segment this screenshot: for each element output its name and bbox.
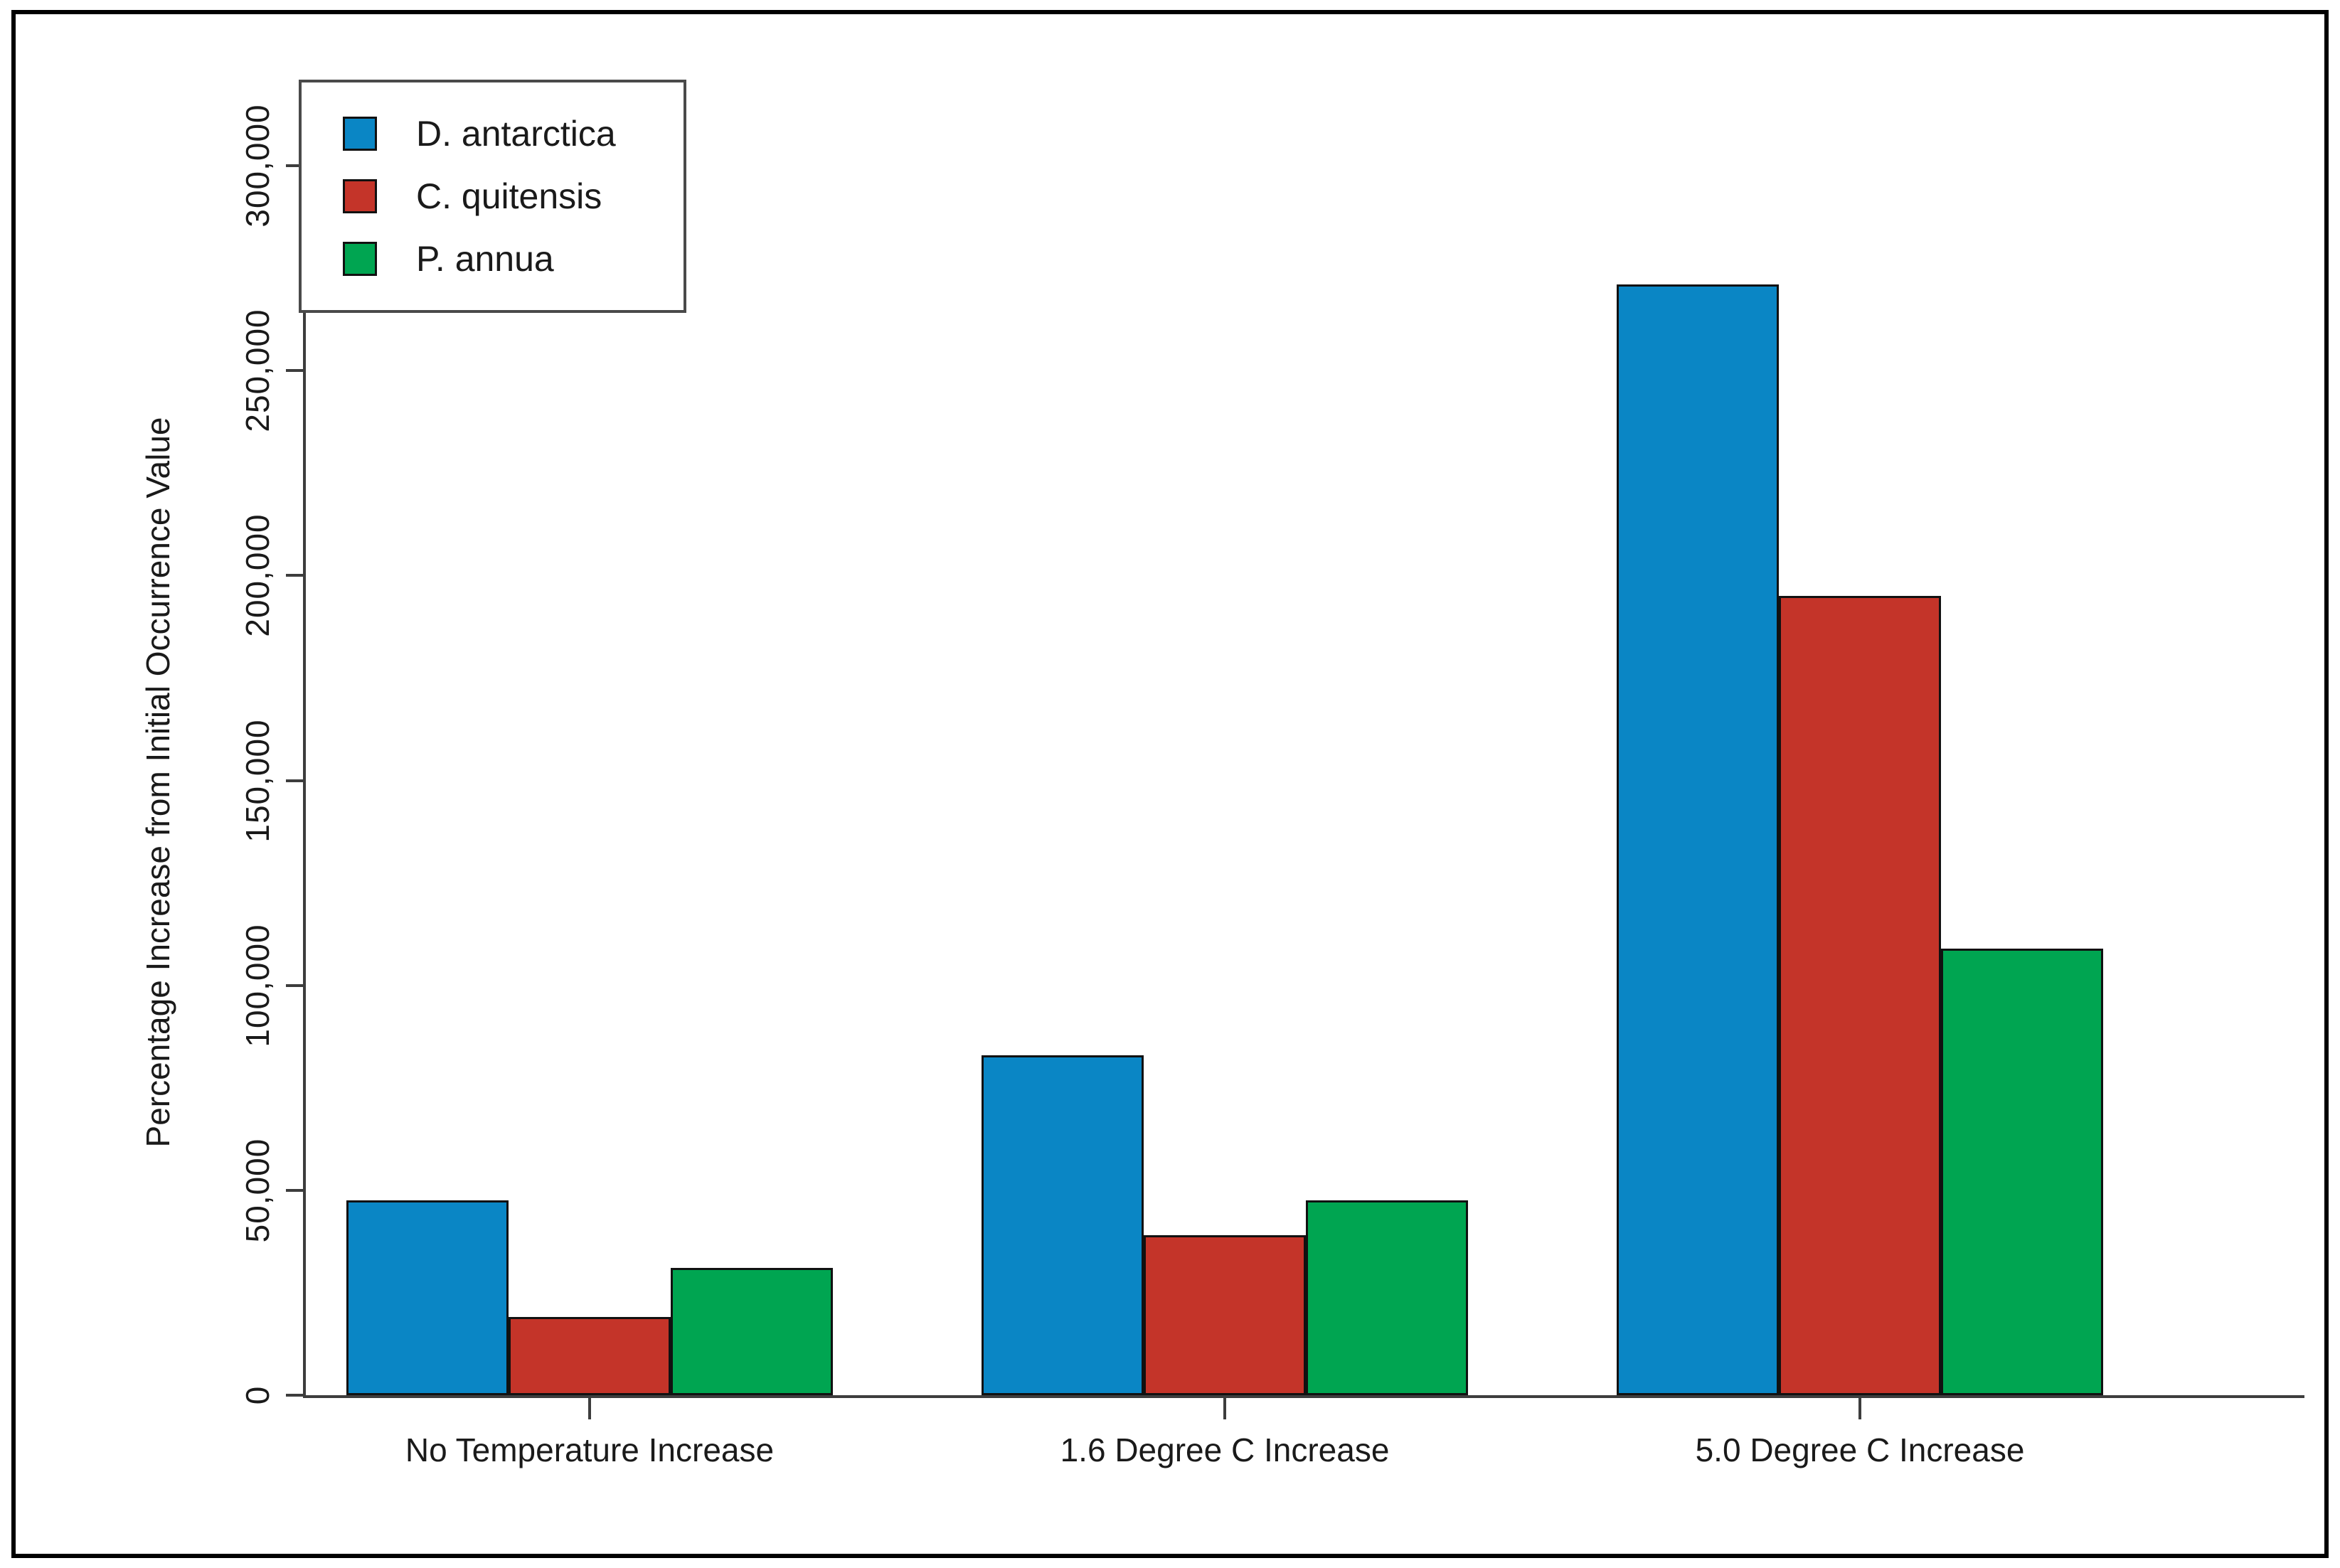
legend-swatch-icon bbox=[343, 117, 377, 151]
legend-label: D. antarctica bbox=[416, 114, 616, 154]
x-axis-line bbox=[303, 1395, 2304, 1398]
bar-d-antarctica-group3 bbox=[1617, 284, 1779, 1395]
y-axis-tick-label: 250,000 bbox=[239, 309, 276, 432]
legend-swatch-icon bbox=[343, 242, 377, 276]
y-axis-title: Percentage Increase from Initial Occurre… bbox=[139, 417, 176, 1148]
x-axis-category-label: 1.6 Degree C Increase bbox=[1060, 1431, 1390, 1468]
y-axis-tick-label: 150,000 bbox=[239, 719, 276, 843]
legend-label: C. quitensis bbox=[416, 176, 602, 216]
bar-c-quitensis-group1 bbox=[509, 1317, 671, 1395]
legend-item: D. antarctica bbox=[343, 113, 684, 154]
y-axis-tick-label: 0 bbox=[239, 1385, 276, 1405]
bar-c-quitensis-group2 bbox=[1144, 1235, 1306, 1395]
y-axis-tick-label: 50,000 bbox=[239, 1138, 276, 1243]
y-axis-tick-label: 300,000 bbox=[239, 104, 276, 228]
bar-d-antarctica-group1 bbox=[346, 1200, 509, 1395]
bar-p-annua-group1 bbox=[671, 1268, 833, 1395]
y-axis-tick bbox=[286, 369, 303, 372]
y-axis-tick bbox=[286, 1189, 303, 1192]
figure-frame bbox=[11, 10, 2329, 1558]
y-axis-tick bbox=[286, 779, 303, 782]
legend-item: P. annua bbox=[343, 238, 684, 279]
x-axis-category-label: No Temperature Increase bbox=[405, 1431, 775, 1468]
bar-p-annua-group2 bbox=[1306, 1200, 1468, 1395]
y-axis-tick-label: 100,000 bbox=[239, 924, 276, 1047]
legend: D. antarctica C. quitensis P. annua bbox=[299, 80, 686, 313]
x-axis-category-label: 5.0 Degree C Increase bbox=[1695, 1431, 2025, 1468]
legend-item: C. quitensis bbox=[343, 176, 684, 217]
legend-label: P. annua bbox=[416, 239, 554, 279]
y-axis-tick-label: 200,000 bbox=[239, 513, 276, 637]
y-axis-tick bbox=[286, 164, 303, 167]
legend-swatch-icon bbox=[343, 179, 377, 213]
y-axis-tick bbox=[286, 574, 303, 577]
x-axis-tick bbox=[1858, 1398, 1861, 1419]
x-axis-tick bbox=[1223, 1398, 1226, 1419]
x-axis-tick bbox=[588, 1398, 591, 1419]
y-axis-tick bbox=[286, 1394, 303, 1397]
y-axis-line bbox=[303, 166, 306, 1395]
y-axis-tick bbox=[286, 984, 303, 987]
bar-p-annua-group3 bbox=[1941, 949, 2103, 1395]
bar-d-antarctica-group2 bbox=[982, 1055, 1144, 1395]
bar-c-quitensis-group3 bbox=[1779, 596, 1941, 1395]
